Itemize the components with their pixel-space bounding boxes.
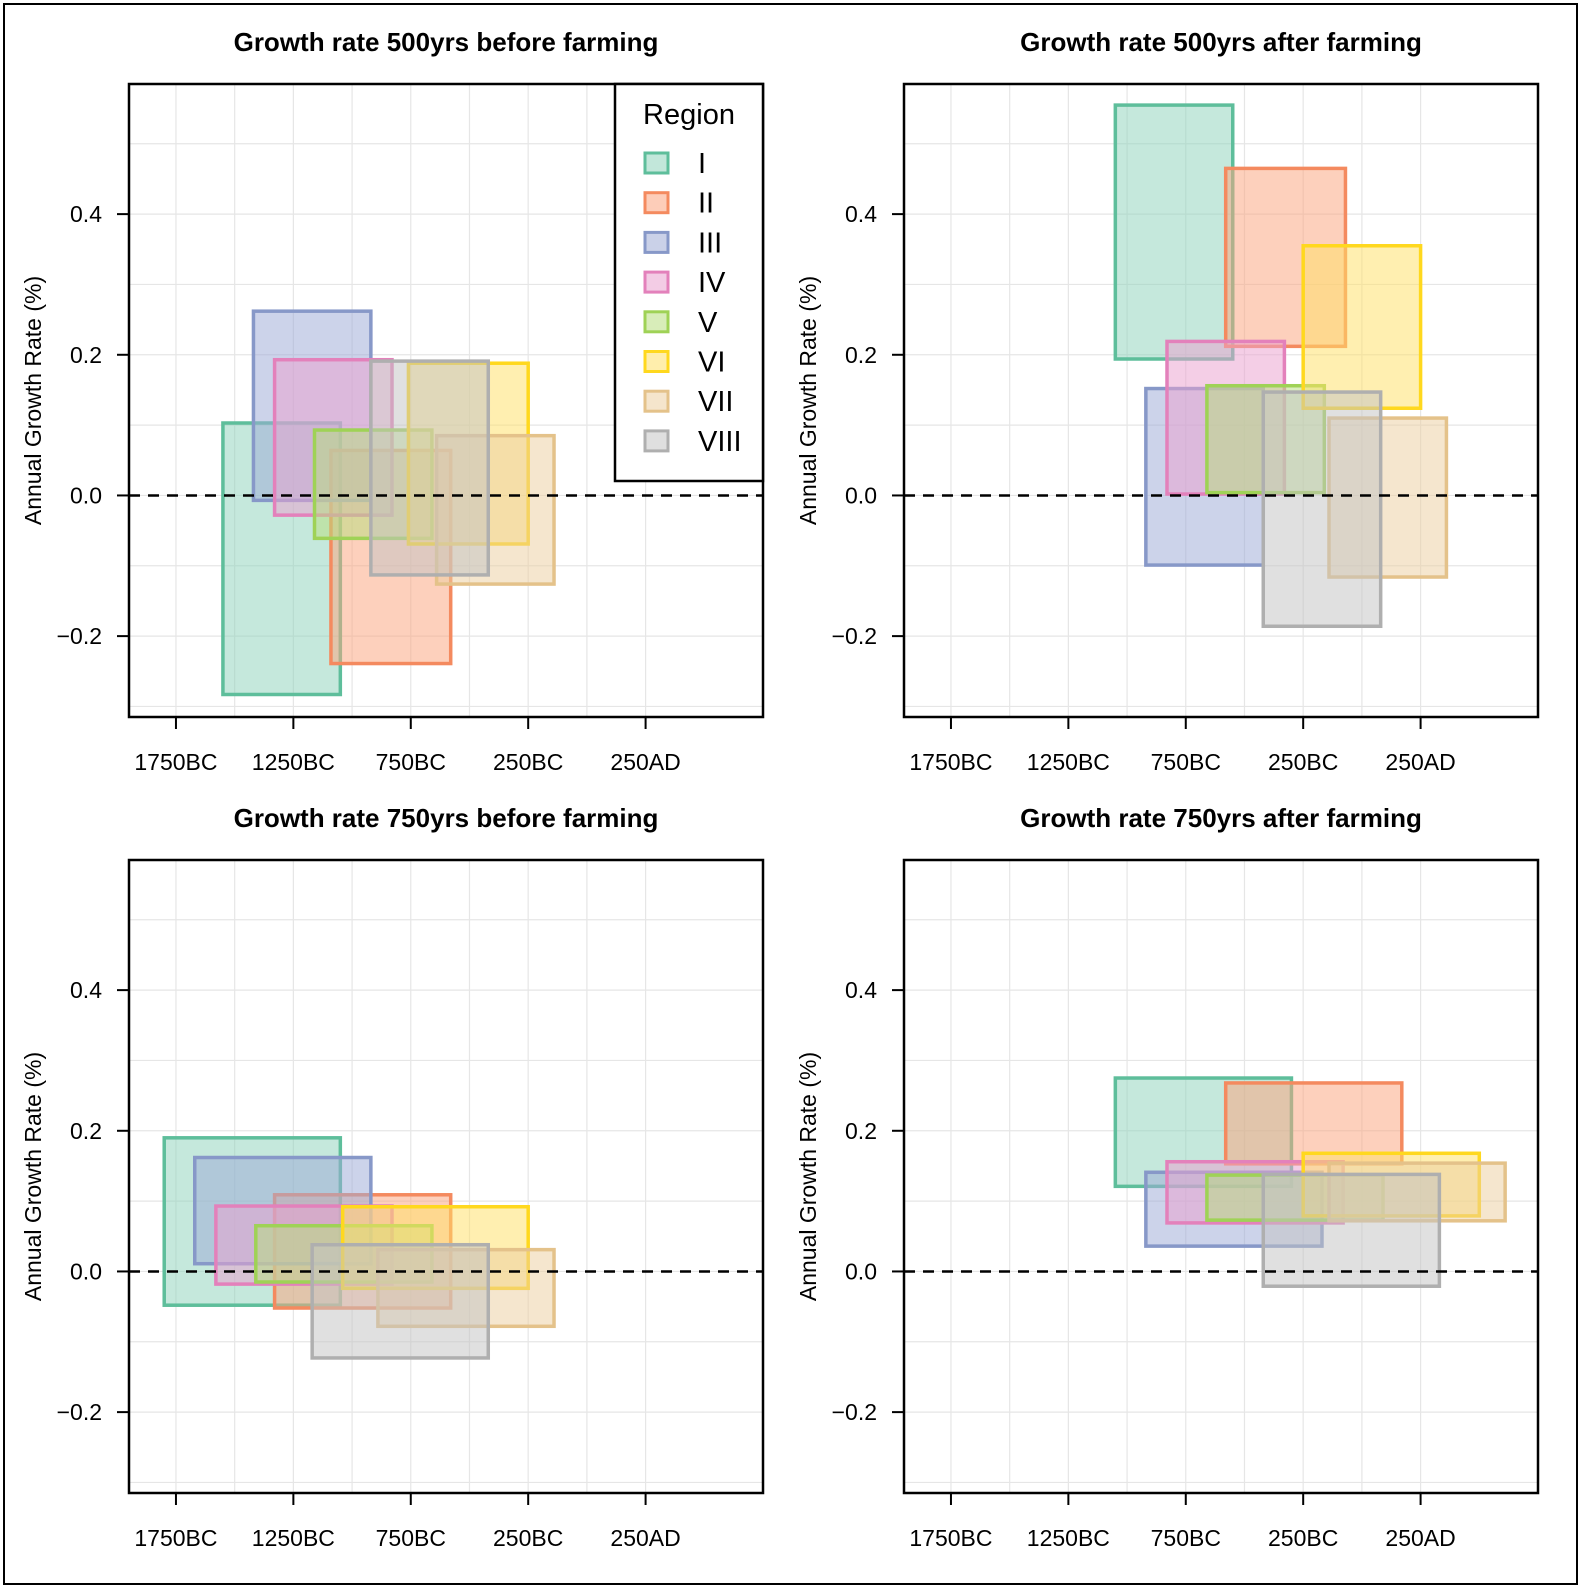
y-tick-label: 0.2 <box>845 1118 877 1144</box>
x-tick-label: 750BC <box>1151 749 1221 775</box>
region-box-vi <box>1301 244 1423 410</box>
x-tick-label: 750BC <box>376 749 446 775</box>
x-tick-label: 250AD <box>1385 1525 1455 1551</box>
y-tick-label: 0.2 <box>70 1118 102 1144</box>
x-tick-label: 250AD <box>610 749 680 775</box>
legend-item-vi: VI <box>643 347 725 379</box>
range-boxes <box>221 309 556 697</box>
legend-swatch <box>643 230 670 254</box>
panel-title: Growth rate 500yrs after farming <box>1020 27 1422 57</box>
figure: Growth rate 500yrs before farming 1750BC 1… <box>3 3 1578 1585</box>
y-axis-label: Annual Growth Rate (%) <box>795 276 821 525</box>
y-axis-label: Annual Growth Rate (%) <box>20 276 46 525</box>
legend-label: VIII <box>698 426 742 458</box>
legend-swatch <box>643 310 670 334</box>
x-tick-label: 1750BC <box>909 749 992 775</box>
y-tick-label: −0.2 <box>832 1399 877 1425</box>
x-tick-label: 250BC <box>493 1525 563 1551</box>
range-boxes <box>1113 1076 1507 1288</box>
legend-swatch <box>643 389 670 413</box>
plot-frame <box>902 858 1540 1495</box>
y-tick-label: 0.4 <box>70 201 102 227</box>
legend-label: IV <box>698 267 726 299</box>
y-tick-label: 0.2 <box>70 342 102 368</box>
x-tick-label: 750BC <box>376 1525 446 1551</box>
legend-item-viii: VIII <box>643 426 742 458</box>
legend-swatch <box>643 191 670 215</box>
region-box-viii <box>310 1242 491 1360</box>
legend-swatch <box>643 350 670 373</box>
y-axis-label: Annual Growth Rate (%) <box>795 1052 821 1301</box>
legend-item-i: I <box>643 148 706 180</box>
x-tick-label: 250AD <box>1385 749 1455 775</box>
x-tick-label: 250BC <box>1268 749 1338 775</box>
legend-swatch <box>643 151 670 175</box>
plot-frame <box>902 82 1540 719</box>
y-tick-label: 0.2 <box>845 342 877 368</box>
y-axis: −0.2 0.0 0.2 0.4 <box>832 201 904 649</box>
x-tick-label: 1250BC <box>1027 749 1110 775</box>
region-box-ii <box>1223 1081 1404 1166</box>
y-tick-label: 0.4 <box>845 201 877 227</box>
x-tick-label: 250AD <box>610 1525 680 1551</box>
y-axis: −0.2 0.0 0.2 0.4 <box>57 977 129 1425</box>
range-boxes <box>162 1136 556 1360</box>
y-tick-label: −0.2 <box>57 623 102 649</box>
legend-label: I <box>698 148 706 180</box>
x-tick-label: 750BC <box>1151 1525 1221 1551</box>
legend-item-vii: VII <box>643 386 733 418</box>
x-tick-label: 250BC <box>1268 1525 1338 1551</box>
panel-title: Growth rate 750yrs before farming <box>234 803 659 833</box>
x-tick-label: 1750BC <box>909 1525 992 1551</box>
y-axis: −0.2 0.0 0.2 0.4 <box>57 201 129 649</box>
plot-frame <box>127 858 765 1495</box>
region-box-i <box>1113 103 1235 361</box>
x-tick-label: 1250BC <box>252 749 335 775</box>
region-box-viii <box>1261 390 1383 629</box>
legend-title: Region <box>643 99 735 131</box>
legend-frame <box>613 82 765 483</box>
legend-label: II <box>698 188 714 220</box>
legend-swatch <box>643 429 670 453</box>
legend-item-iv: IV <box>643 267 726 299</box>
legend-label: VII <box>698 386 733 418</box>
y-tick-label: 0.0 <box>70 482 102 508</box>
y-tick-label: 0.4 <box>70 977 102 1003</box>
y-tick-label: −0.2 <box>832 623 877 649</box>
x-axis: 1750BC 1250BC 750BC 250BC 250AD <box>134 717 681 775</box>
x-tick-label: 1750BC <box>134 1525 217 1551</box>
x-axis: 1750BC 1250BC 750BC 250BC 250AD <box>909 717 1456 775</box>
y-tick-label: −0.2 <box>57 1399 102 1425</box>
y-axis-label: Annual Growth Rate (%) <box>20 1052 46 1301</box>
legend-item-iii: III <box>643 227 722 259</box>
legend-label: V <box>698 307 718 339</box>
legend-swatch <box>643 270 670 294</box>
x-axis: 1750BC 1250BC 750BC 250BC 250AD <box>134 1493 681 1551</box>
x-tick-label: 250BC <box>493 749 563 775</box>
legend-item-ii: II <box>643 188 714 220</box>
x-tick-label: 1250BC <box>1027 1525 1110 1551</box>
legend-item-v: V <box>643 307 718 339</box>
x-tick-label: 1250BC <box>252 1525 335 1551</box>
panel-4: Growth rate 750yrs after farming 1750BC 12… <box>795 803 1540 1551</box>
region-box-viii <box>1261 1172 1442 1288</box>
x-tick-label: 1750BC <box>134 749 217 775</box>
y-tick-label: 0.0 <box>70 1258 102 1284</box>
legend-label: VI <box>698 347 725 379</box>
y-axis: −0.2 0.0 0.2 0.4 <box>832 977 904 1425</box>
region-box-viii <box>369 359 491 577</box>
panel-title: Growth rate 500yrs before farming <box>234 27 659 57</box>
legend-label: III <box>698 227 722 259</box>
y-tick-label: 0.0 <box>845 482 877 508</box>
y-tick-label: 0.4 <box>845 977 877 1003</box>
panel-title: Growth rate 750yrs after farming <box>1020 803 1422 833</box>
y-tick-label: 0.0 <box>845 1258 877 1284</box>
panel-2: Growth rate 500yrs after farming 1750BC 12… <box>795 27 1540 775</box>
range-boxes <box>1113 103 1449 629</box>
x-axis: 1750BC 1250BC 750BC 250BC 250AD <box>909 1493 1456 1551</box>
